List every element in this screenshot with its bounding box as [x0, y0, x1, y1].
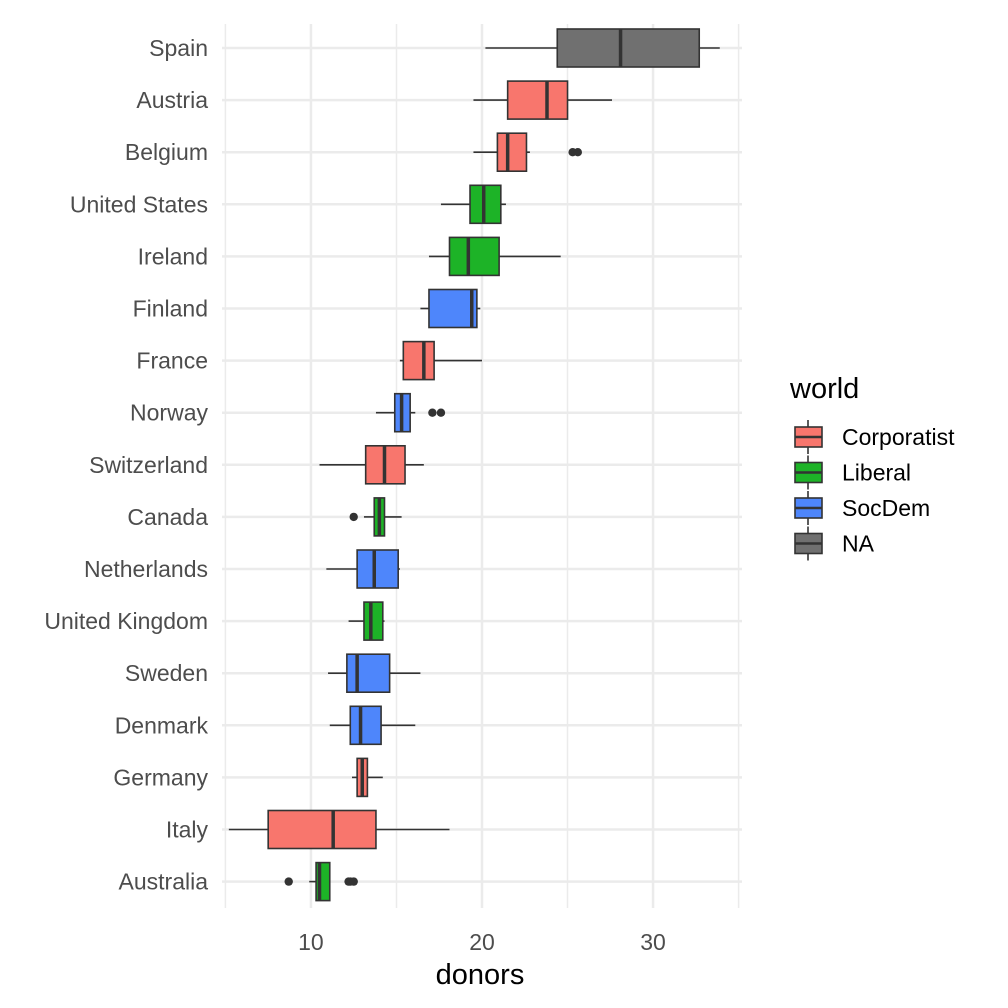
y-tick-label: Belgium: [125, 139, 208, 165]
box-iqr: [356, 549, 399, 589]
y-tick-label: Switzerland: [89, 452, 208, 478]
box-iqr: [556, 28, 701, 68]
box-switzerland: [319, 444, 424, 485]
legend-item-liberal: Liberal: [794, 455, 911, 490]
legend-item-corporatist: Corporatist: [794, 420, 955, 454]
y-tick-label: Sweden: [125, 660, 208, 686]
legend: world Corporatist Liberal SocDem NA: [789, 373, 955, 561]
outlier-point: [573, 148, 582, 157]
x-tick-label: 20: [469, 929, 495, 955]
boxplot-marks: [228, 28, 720, 902]
legend-title: world: [789, 373, 859, 405]
x-tick-label: 30: [640, 929, 666, 955]
box-italy: [228, 809, 450, 850]
y-tick-label: United States: [70, 191, 208, 217]
box-iqr: [506, 80, 569, 120]
x-axis-tick-labels: 10 20 30: [298, 929, 666, 955]
outlier-point: [284, 877, 293, 886]
y-tick-label: Denmark: [115, 712, 209, 738]
box-norway: [375, 392, 446, 433]
y-tick-label: France: [136, 348, 208, 374]
y-tick-label: Austria: [136, 87, 208, 113]
box-france: [399, 340, 482, 381]
y-axis-tick-labels: Spain Austria Belgium United States Ireland F…: [44, 35, 208, 895]
box-iqr: [496, 132, 528, 172]
y-tick-label: Norway: [130, 400, 208, 426]
box-iqr: [267, 809, 377, 850]
box-iqr: [363, 601, 384, 641]
box-finland: [420, 288, 481, 329]
box-canada: [349, 497, 402, 537]
y-tick-label: Germany: [113, 764, 208, 790]
y-tick-label: Netherlands: [84, 556, 208, 582]
box-netherlands: [326, 549, 400, 589]
box-denmark: [329, 705, 416, 746]
grid-lines: [222, 24, 742, 908]
y-tick-label: Australia: [119, 869, 209, 895]
y-tick-label: Italy: [166, 817, 209, 843]
box-iqr: [428, 288, 478, 329]
y-tick-label: Spain: [149, 35, 208, 61]
box-ireland: [428, 236, 561, 277]
box-australia: [284, 861, 358, 902]
box-belgium: [473, 132, 582, 172]
x-tick-label: 10: [298, 929, 324, 955]
legend-item-socdem: SocDem: [794, 491, 930, 525]
outlier-point: [436, 408, 446, 417]
box-spain: [485, 28, 720, 68]
legend-item-na: NA: [794, 526, 875, 561]
y-tick-label: Finland: [133, 296, 208, 322]
legend-label: Corporatist: [842, 424, 955, 450]
box-sweden: [328, 653, 421, 694]
box-united-states: [440, 184, 506, 225]
x-axis-title: donors: [436, 959, 525, 991]
box-iqr: [402, 340, 435, 381]
box-iqr: [448, 236, 500, 277]
legend-label: SocDem: [842, 495, 930, 521]
y-tick-label: Ireland: [138, 243, 208, 269]
legend-label: Liberal: [842, 460, 911, 486]
box-iqr: [349, 705, 382, 746]
y-tick-label: United Kingdom: [44, 608, 208, 634]
box-united-kingdom: [348, 601, 385, 641]
legend-label: NA: [842, 531, 875, 557]
y-tick-label: Canada: [127, 504, 208, 530]
outlier-point: [349, 877, 358, 886]
box-iqr: [346, 653, 391, 694]
box-austria: [473, 80, 612, 120]
outlier-point: [349, 512, 358, 522]
box-germany: [352, 757, 383, 798]
outlier-point: [428, 408, 437, 417]
